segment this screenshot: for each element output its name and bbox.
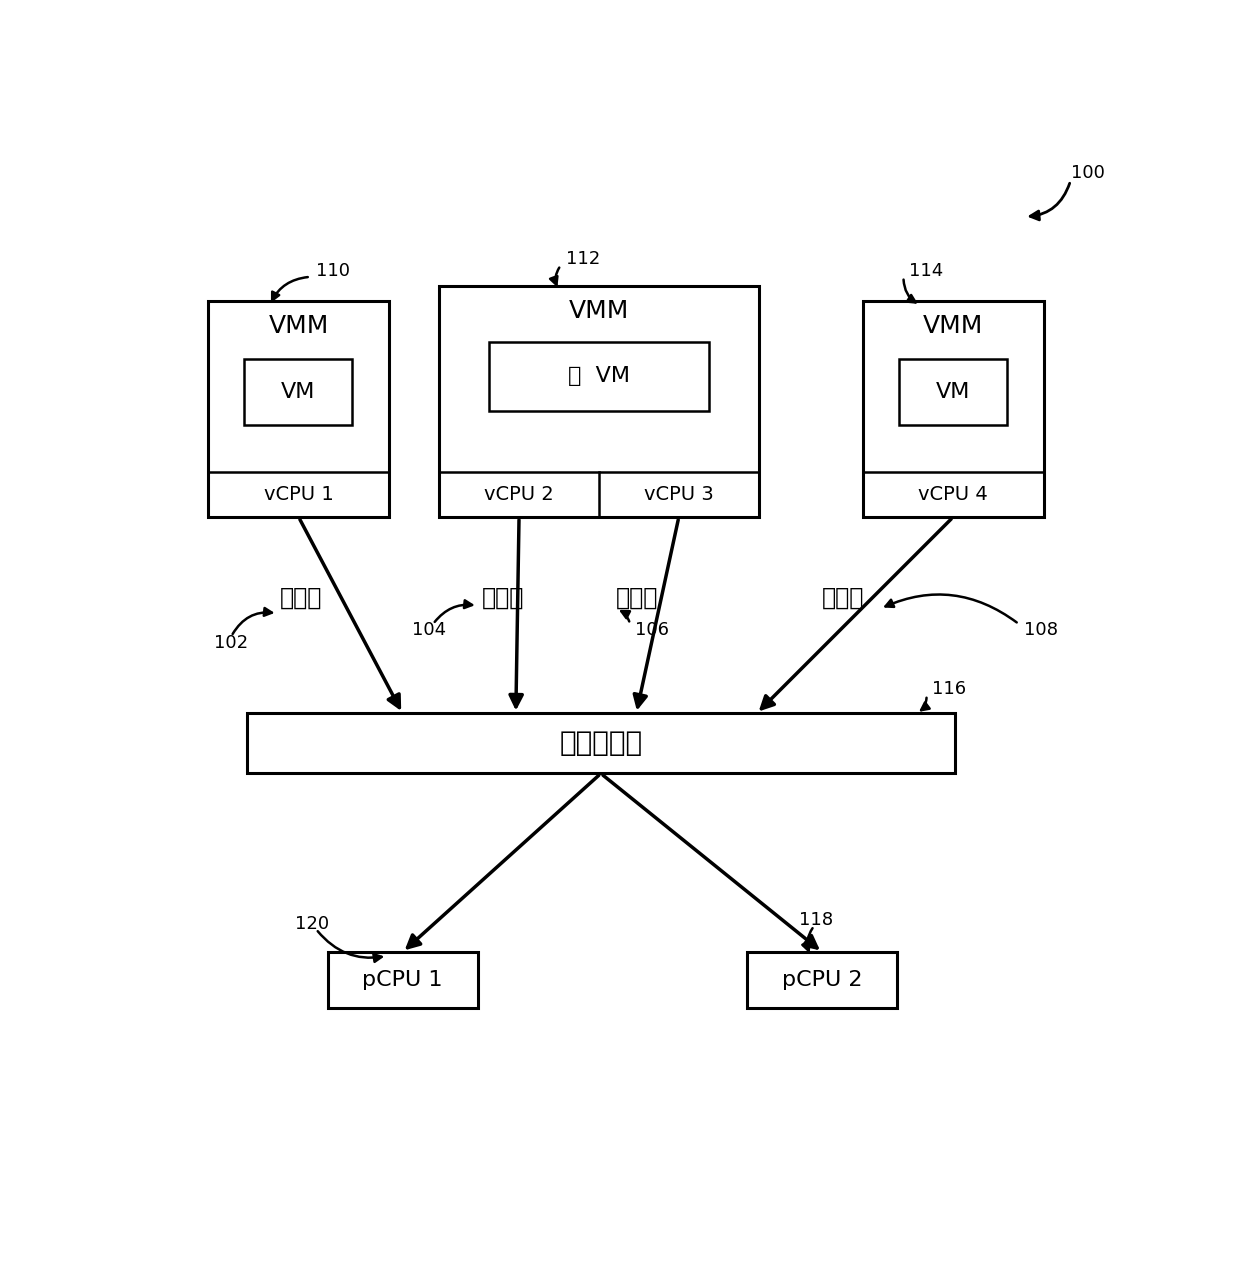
Text: 受害者: 受害者 bbox=[822, 586, 864, 610]
Text: VMM: VMM bbox=[569, 299, 629, 323]
Text: vCPU 1: vCPU 1 bbox=[264, 485, 334, 504]
Bar bbox=[327, 952, 477, 1008]
Text: vCPU 2: vCPU 2 bbox=[484, 485, 554, 504]
Text: VM: VM bbox=[281, 382, 315, 401]
Text: vCPU 3: vCPU 3 bbox=[644, 485, 714, 504]
Text: 102: 102 bbox=[213, 633, 248, 652]
Text: 106: 106 bbox=[635, 622, 670, 639]
Text: 旁观者: 旁观者 bbox=[279, 586, 321, 610]
Text: VMM: VMM bbox=[268, 314, 329, 338]
Bar bbox=[208, 301, 389, 517]
Text: 114: 114 bbox=[909, 262, 944, 280]
Bar bbox=[490, 342, 708, 411]
Text: VM: VM bbox=[935, 382, 970, 401]
Bar bbox=[247, 714, 955, 773]
Bar bbox=[244, 359, 352, 425]
Text: 116: 116 bbox=[932, 680, 966, 697]
Bar bbox=[863, 301, 1044, 517]
Bar bbox=[899, 359, 1007, 425]
Bar bbox=[748, 952, 898, 1008]
Text: 110: 110 bbox=[316, 262, 350, 280]
Text: 120: 120 bbox=[295, 914, 330, 933]
Text: 双  VM: 双 VM bbox=[568, 366, 630, 386]
Text: 100: 100 bbox=[1070, 164, 1105, 182]
Text: 118: 118 bbox=[799, 910, 833, 929]
Text: 108: 108 bbox=[1024, 622, 1059, 639]
Text: 104: 104 bbox=[412, 622, 446, 639]
Text: 同谋者: 同谋者 bbox=[482, 586, 525, 610]
Text: pCPU 2: pCPU 2 bbox=[782, 970, 863, 990]
Text: vCPU 4: vCPU 4 bbox=[919, 485, 988, 504]
Bar bbox=[439, 286, 759, 517]
Text: 虚拟机内核: 虚拟机内核 bbox=[559, 729, 642, 758]
Text: 攻击者: 攻击者 bbox=[616, 586, 658, 610]
Text: pCPU 1: pCPU 1 bbox=[362, 970, 443, 990]
Text: 112: 112 bbox=[567, 250, 600, 269]
Text: VMM: VMM bbox=[923, 314, 983, 338]
